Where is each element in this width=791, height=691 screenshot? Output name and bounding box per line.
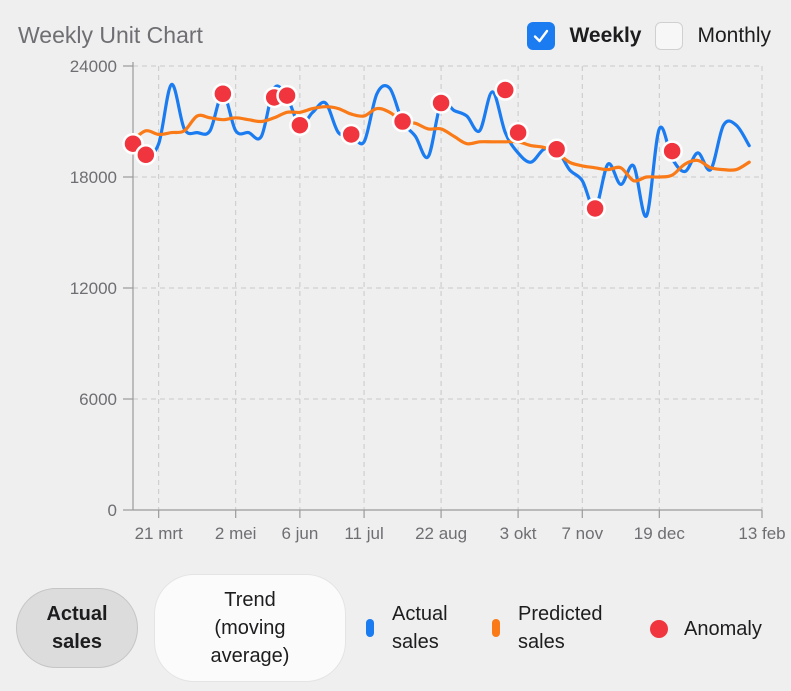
trend-button-line-2: (moving <box>214 617 286 639</box>
x-tick-label: 6 jun <box>281 524 318 543</box>
x-tick-label: 11 jul <box>344 524 383 543</box>
actual-sales-button-line-1: Actual <box>46 603 108 625</box>
anomaly-swatch-icon <box>650 620 668 638</box>
legend-actual-sales: Actual sales <box>366 600 448 656</box>
predicted-sales-line <box>131 105 751 183</box>
anomaly-point <box>494 79 517 101</box>
actual-sales-swatch-icon <box>366 619 374 637</box>
weekly-label[interactable]: Weekly <box>569 24 642 47</box>
weekly-checkbox[interactable] <box>527 22 556 50</box>
trend-button-line-1: Trend <box>224 589 276 611</box>
anomaly-point <box>430 92 452 114</box>
trend-button-line-3: average) <box>210 645 290 667</box>
chart-anomalies <box>122 79 683 220</box>
x-tick-label: 7 nov <box>561 524 603 543</box>
anomaly-point <box>340 123 362 146</box>
trend-toggle-button[interactable]: Trend (moving average) <box>154 574 346 682</box>
actual-sales-toggle-button[interactable]: Actual sales <box>16 588 138 668</box>
legend-anomaly-label: Anomaly <box>684 618 762 640</box>
y-tick-label: 12000 <box>70 279 117 298</box>
legend-actual-line-1: Actual <box>392 603 448 625</box>
legend: Actual sales Trend (moving average) Actu… <box>16 574 786 684</box>
monthly-checkbox[interactable] <box>655 22 684 50</box>
y-tick-label: 0 <box>108 501 117 520</box>
line-chart: 0 6000 12000 18000 24000 21 mrt 2 mei 6 jun 11 j… <box>70 57 786 543</box>
x-tick-label: 3 okt <box>500 524 537 543</box>
period-toggle-group: Weekly Monthly <box>527 22 771 50</box>
x-tick-label: 22 aug <box>415 524 467 543</box>
y-tick-label: 18000 <box>70 168 117 187</box>
x-tick-label: 13 feb <box>738 524 785 543</box>
legend-actual-line-2: sales <box>392 631 439 653</box>
anomaly-point <box>584 197 606 220</box>
anomaly-point <box>212 83 234 105</box>
legend-predicted-line-2: sales <box>518 631 565 653</box>
predicted-sales-swatch-icon <box>492 619 500 637</box>
chart-tick-labels: 0 6000 12000 18000 24000 21 mrt 2 mei 6 jun 11 j… <box>70 57 786 543</box>
checkmark-icon <box>534 29 549 43</box>
actual-sales-button-line-2: sales <box>51 631 103 653</box>
anomaly-point <box>391 110 414 133</box>
anomaly-point <box>545 138 568 160</box>
legend-predicted-line-1: Predicted <box>518 603 603 625</box>
anomaly-point <box>276 84 298 107</box>
chart-title: Weekly Unit Chart <box>18 22 203 48</box>
legend-anomaly: Anomaly <box>650 615 762 643</box>
legend-predicted-sales: Predicted sales <box>492 600 603 656</box>
anomaly-point <box>661 140 683 162</box>
y-tick-label: 24000 <box>70 57 117 76</box>
x-tick-label: 2 mei <box>215 524 257 543</box>
anomaly-point <box>289 114 311 136</box>
y-tick-label: 6000 <box>79 390 117 409</box>
monthly-label[interactable]: Monthly <box>697 24 771 47</box>
x-tick-label: 19 dec <box>634 524 686 543</box>
anomaly-point <box>507 121 529 144</box>
anomaly-point <box>135 144 157 166</box>
x-tick-label: 21 mrt <box>135 524 183 543</box>
